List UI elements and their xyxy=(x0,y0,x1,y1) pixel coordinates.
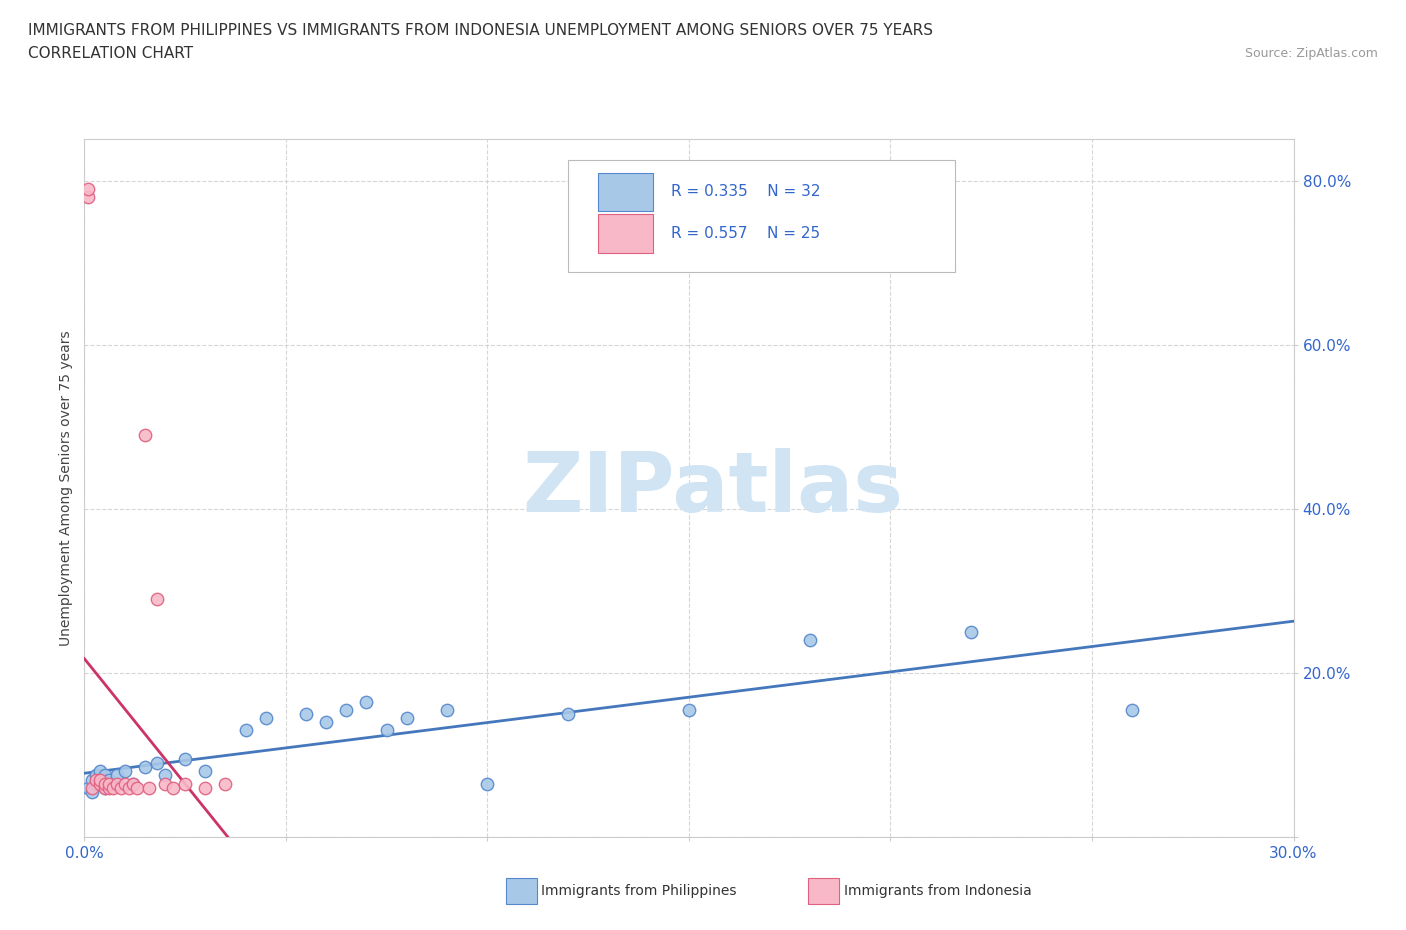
Point xyxy=(82,784,104,799)
Text: R = 0.335    N = 32: R = 0.335 N = 32 xyxy=(671,184,820,199)
Point xyxy=(395,711,418,725)
Text: Immigrants from Philippines: Immigrants from Philippines xyxy=(541,884,737,898)
Point xyxy=(214,777,236,791)
Point xyxy=(93,780,115,795)
Text: ZIPatlas: ZIPatlas xyxy=(523,447,904,529)
Point xyxy=(77,181,100,196)
Point xyxy=(134,760,156,775)
Point xyxy=(436,702,458,717)
Point xyxy=(146,756,169,771)
Point xyxy=(86,777,108,791)
Point xyxy=(82,780,104,795)
Point xyxy=(121,777,143,791)
Point xyxy=(194,780,217,795)
Point xyxy=(121,777,143,791)
Point xyxy=(153,777,176,791)
Point xyxy=(77,780,100,795)
Point xyxy=(97,777,120,791)
Point xyxy=(89,764,111,778)
Point xyxy=(134,428,156,443)
Point xyxy=(114,777,136,791)
Point xyxy=(315,714,337,729)
Point xyxy=(235,723,257,737)
Point xyxy=(194,764,217,778)
Point xyxy=(89,772,111,787)
Point xyxy=(110,780,132,795)
Point xyxy=(477,777,499,791)
Text: CORRELATION CHART: CORRELATION CHART xyxy=(28,46,193,61)
Point xyxy=(1121,702,1143,717)
Point xyxy=(93,777,115,791)
Point xyxy=(557,707,579,722)
Point xyxy=(174,777,197,791)
Point xyxy=(105,768,128,783)
Point xyxy=(86,772,108,787)
Text: Immigrants from Indonesia: Immigrants from Indonesia xyxy=(844,884,1032,898)
FancyBboxPatch shape xyxy=(599,173,652,211)
Point xyxy=(89,777,111,791)
Point xyxy=(678,702,700,717)
Text: Source: ZipAtlas.com: Source: ZipAtlas.com xyxy=(1244,46,1378,60)
Y-axis label: Unemployment Among Seniors over 75 years: Unemployment Among Seniors over 75 years xyxy=(59,330,73,646)
Point xyxy=(162,780,184,795)
Point xyxy=(295,707,318,722)
Point xyxy=(375,723,398,737)
Text: IMMIGRANTS FROM PHILIPPINES VS IMMIGRANTS FROM INDONESIA UNEMPLOYMENT AMONG SENI: IMMIGRANTS FROM PHILIPPINES VS IMMIGRANT… xyxy=(28,23,934,38)
Point xyxy=(799,632,821,647)
Point xyxy=(174,751,197,766)
Point xyxy=(335,702,357,717)
Point xyxy=(82,772,104,787)
Point xyxy=(97,772,120,787)
Point xyxy=(105,777,128,791)
Point xyxy=(93,768,115,783)
Point xyxy=(153,768,176,783)
Point xyxy=(254,711,277,725)
Point xyxy=(97,780,120,795)
Point xyxy=(101,780,124,795)
FancyBboxPatch shape xyxy=(568,161,955,272)
Point xyxy=(114,764,136,778)
Point xyxy=(77,190,100,205)
Point xyxy=(125,780,148,795)
FancyBboxPatch shape xyxy=(599,215,652,253)
Point xyxy=(93,780,115,795)
Point xyxy=(356,694,378,709)
Point xyxy=(86,768,108,783)
Point xyxy=(138,780,160,795)
Point xyxy=(960,624,983,639)
Point xyxy=(146,591,169,606)
Point xyxy=(118,780,141,795)
Text: R = 0.557    N = 25: R = 0.557 N = 25 xyxy=(671,226,820,241)
